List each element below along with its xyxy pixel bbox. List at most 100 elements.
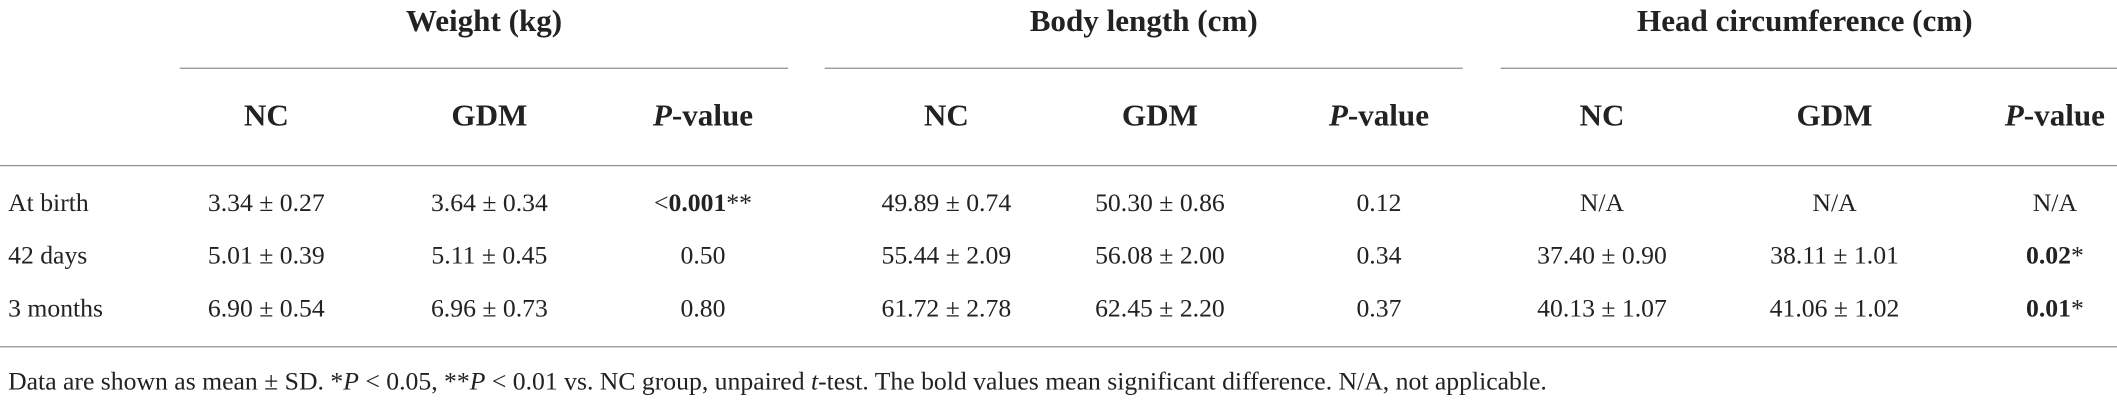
group-rule [1500, 67, 2117, 69]
text-run: 37.40 ± 0.90 [1537, 241, 1667, 271]
text-run: 61.72 ± 2.78 [881, 294, 1012, 324]
text-run: < 0.01 vs. NC group, unpaired [485, 367, 811, 397]
text-run: 0.001 [668, 189, 727, 218]
text-run: 3.34 ± 0.27 [207, 189, 325, 218]
text-run: 0.50 [680, 241, 726, 271]
footnote: Data are shown as mean ± SD. *P < 0.05, … [8, 368, 1547, 398]
text-run: P [343, 367, 359, 397]
text-run: 6.96 ± 0.73 [430, 294, 548, 324]
text-run: P [1328, 98, 1348, 133]
cell: 0.37 [1356, 295, 1401, 325]
cell: 50.30 ± 0.86 [1095, 189, 1225, 219]
cell: 61.72 ± 2.78 [881, 295, 1011, 325]
cell: 37.40 ± 0.90 [1537, 242, 1667, 272]
text-run: * [2070, 294, 2084, 324]
text-run: 40.13 ± 1.07 [1537, 294, 1667, 324]
text-run: At birth [8, 189, 89, 218]
text-run: 41.06 ± 1.02 [1769, 294, 1900, 324]
text-run: * [2070, 241, 2084, 271]
cell: 41.06 ± 1.02 [1770, 295, 1900, 325]
text-run: NC [243, 98, 289, 133]
text-run: -value [671, 98, 754, 133]
text-run: 0.37 [1356, 294, 1402, 324]
text-run: 55.44 ± 2.09 [881, 241, 1012, 271]
cell: 0.34 [1356, 242, 1401, 272]
text-run: 6.90 ± 0.54 [207, 294, 325, 324]
group-header: Weight (kg) [405, 4, 563, 38]
cell: N/A [1580, 189, 1624, 219]
text-run: 38.11 ± 1.01 [1770, 241, 1899, 271]
column-header: GDM [1122, 99, 1198, 134]
text-run: NC [923, 98, 969, 133]
cell: 56.08 ± 2.00 [1095, 242, 1225, 272]
cell: 40.13 ± 1.07 [1537, 295, 1667, 325]
column-header: NC [1580, 99, 1625, 134]
text-run: 56.08 ± 2.00 [1095, 241, 1225, 271]
column-header: GDM [1797, 99, 1873, 134]
cell: 0.80 [681, 295, 726, 325]
cell: 6.96 ± 0.73 [431, 295, 548, 325]
group-header: Body length (cm) [1029, 4, 1258, 38]
text-run: -value [2023, 98, 2105, 133]
text-run: 49.89 ± 0.74 [881, 189, 1012, 218]
text-run: 62.45 ± 2.20 [1095, 294, 1225, 324]
text-run: 0.80 [680, 294, 726, 324]
cell: N/A [2033, 189, 2077, 219]
text-run: < 0.05, ** [358, 367, 470, 397]
text-run: N/A [1812, 189, 1857, 218]
cell: N/A [1812, 189, 1856, 219]
cell: 5.11 ± 0.45 [431, 242, 547, 272]
text-run: N/A [2032, 189, 2078, 218]
cell: 5.01 ± 0.39 [208, 242, 325, 272]
group-rule [824, 67, 1463, 69]
row-label: At birth [8, 189, 89, 219]
row-label: 3 months [8, 295, 103, 325]
text-run: 0.34 [1356, 241, 1402, 271]
cell: 3.34 ± 0.27 [208, 189, 325, 219]
column-header: NC [924, 99, 969, 134]
text-run: 5.11 ± 0.45 [431, 241, 548, 271]
cell: 49.89 ± 0.74 [881, 189, 1011, 219]
text-run: -value [1347, 98, 1430, 133]
column-header: P-value [1329, 99, 1429, 134]
text-run: P [469, 367, 486, 397]
text-run: GDM [451, 98, 528, 133]
text-run: GDM [1796, 98, 1873, 133]
text-run: < [654, 189, 669, 218]
cell: 0.02* [2026, 242, 2084, 272]
text-run: t [810, 367, 819, 397]
text-run: 0.01 [2025, 294, 2071, 324]
cell: 0.01* [2026, 295, 2084, 325]
text-run: ** [726, 189, 752, 218]
row-label: 42 days [8, 242, 87, 272]
text-run: P [2004, 98, 2024, 133]
column-header: P-value [653, 99, 753, 134]
column-header: P-value [2005, 99, 2105, 134]
text-run: 3 months [8, 294, 104, 324]
group-header: Head circumference (cm) [1637, 4, 1973, 38]
text-run: 5.01 ± 0.39 [207, 241, 325, 271]
text-run: 0.12 [1356, 189, 1402, 218]
text-run: 50.30 ± 0.86 [1095, 189, 1225, 218]
cell: 0.50 [681, 242, 726, 272]
text-run: 0.02 [2025, 241, 2071, 271]
text-run: 3.64 ± 0.34 [430, 189, 548, 218]
cell: 62.45 ± 2.20 [1095, 295, 1225, 325]
text-run: P [652, 98, 672, 133]
bottom-rule [0, 346, 2117, 348]
cell: 0.12 [1356, 189, 1401, 219]
cell: 6.90 ± 0.54 [208, 295, 325, 325]
text-run: NC [1579, 98, 1625, 133]
column-header: GDM [451, 99, 527, 134]
cell: 38.11 ± 1.01 [1770, 242, 1899, 272]
text-run: -test. The bold values mean significant … [818, 367, 1547, 397]
group-rule [179, 67, 789, 69]
text-run: GDM [1121, 98, 1198, 133]
cell: 3.64 ± 0.34 [431, 189, 548, 219]
column-header: NC [244, 99, 289, 134]
text-run: N/A [1579, 189, 1625, 218]
text-run: Data are shown as mean ± SD. * [8, 367, 344, 397]
header-rule [0, 164, 2117, 167]
